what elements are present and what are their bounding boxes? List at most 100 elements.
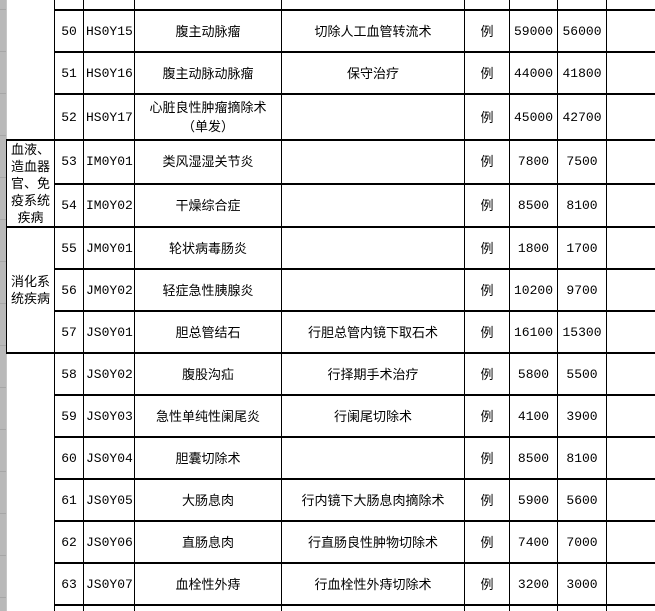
cell-price-1[interactable]: 3200 xyxy=(509,562,558,606)
cell-treatment[interactable] xyxy=(281,604,465,611)
cell-disease[interactable]: 干燥综合症 xyxy=(134,182,282,228)
cell-price-2[interactable]: 7000 xyxy=(557,520,607,564)
cell-treatment[interactable] xyxy=(281,268,465,312)
cell-treatment[interactable] xyxy=(281,139,465,185)
cell-disease[interactable]: 急性单纯性阑尾炎 xyxy=(134,394,282,438)
cell-code[interactable]: JS0Y01 xyxy=(83,310,135,354)
cell-disease[interactable]: 腹股沟疝 xyxy=(134,352,282,396)
cell-price-2[interactable]: 8100 xyxy=(557,182,607,228)
cell-extra[interactable] xyxy=(606,51,655,95)
cell-row-number[interactable]: 59 xyxy=(54,394,84,438)
cell-disease[interactable]: 血栓性外痔 xyxy=(134,562,282,606)
cell-price-2[interactable]: 8100 xyxy=(557,436,607,480)
cell-unit[interactable] xyxy=(464,0,510,11)
cell-extra[interactable] xyxy=(606,394,655,438)
cell-unit[interactable]: 例 xyxy=(464,394,510,438)
cell-unit[interactable]: 例 xyxy=(464,51,510,95)
cell-price-2[interactable]: 15300 xyxy=(557,310,607,354)
cell-unit[interactable]: 例 xyxy=(464,226,510,270)
cell-extra[interactable] xyxy=(606,9,655,53)
cell-category[interactable]: 消化系统疾病 xyxy=(6,226,55,354)
cell-unit[interactable] xyxy=(464,604,510,611)
cell-row-number[interactable]: 54 xyxy=(54,182,84,228)
cell-code[interactable]: JS0Y04 xyxy=(83,436,135,480)
cell-extra[interactable] xyxy=(606,93,655,141)
cell-category[interactable] xyxy=(6,0,55,141)
cell-category[interactable]: 血液、造血器官、免疫系统疾病 xyxy=(6,139,55,228)
cell-code[interactable]: HS0Y15 xyxy=(83,9,135,53)
cell-price-2[interactable]: 56000 xyxy=(557,9,607,53)
cell-price-2[interactable]: 3900 xyxy=(557,394,607,438)
cell-code[interactable]: JM0Y01 xyxy=(83,226,135,270)
cell-price-2[interactable] xyxy=(557,604,607,611)
cell-disease[interactable]: 类风湿湿关节炎 xyxy=(134,139,282,185)
cell-price-1[interactable]: 1800 xyxy=(509,226,558,270)
cell-code[interactable]: JS0Y07 xyxy=(83,562,135,606)
cell-disease[interactable] xyxy=(134,0,282,11)
cell-code[interactable]: HS0Y16 xyxy=(83,51,135,95)
cell-extra[interactable] xyxy=(606,226,655,270)
cell-row-number[interactable]: 52 xyxy=(54,93,84,141)
cell-extra[interactable] xyxy=(606,0,655,11)
cell-row-number[interactable]: 53 xyxy=(54,139,84,185)
cell-extra[interactable] xyxy=(606,310,655,354)
cell-disease[interactable]: 腹主动脉瘤 xyxy=(134,9,282,53)
cell-row-number[interactable]: 50 xyxy=(54,9,84,53)
cell-extra[interactable] xyxy=(606,604,655,611)
cell-extra[interactable] xyxy=(606,352,655,396)
cell-treatment[interactable]: 行胆总管内镜下取石术 xyxy=(281,310,465,354)
cell-price-2[interactable]: 9700 xyxy=(557,268,607,312)
cell-disease[interactable]: 直肠息肉 xyxy=(134,520,282,564)
cell-price-1[interactable]: 45000 xyxy=(509,93,558,141)
cell-row-number[interactable]: 62 xyxy=(54,520,84,564)
cell-unit[interactable]: 例 xyxy=(464,310,510,354)
cell-row-number[interactable]: 57 xyxy=(54,310,84,354)
cell-disease[interactable] xyxy=(134,604,282,611)
cell-extra[interactable] xyxy=(606,182,655,228)
cell-treatment[interactable]: 保守治疗 xyxy=(281,51,465,95)
cell-price-1[interactable]: 5800 xyxy=(509,352,558,396)
cell-price-1[interactable]: 8500 xyxy=(509,182,558,228)
cell-unit[interactable]: 例 xyxy=(464,352,510,396)
cell-price-2[interactable]: 7500 xyxy=(557,139,607,185)
cell-code[interactable]: JS0Y03 xyxy=(83,394,135,438)
cell-price-2[interactable]: 42700 xyxy=(557,93,607,141)
cell-price-2[interactable] xyxy=(557,0,607,11)
cell-code[interactable] xyxy=(83,604,135,611)
cell-treatment[interactable] xyxy=(281,436,465,480)
cell-unit[interactable]: 例 xyxy=(464,562,510,606)
cell-disease[interactable]: 心脏良性肿瘤摘除术（单发） xyxy=(134,93,282,141)
cell-row-number[interactable]: 55 xyxy=(54,226,84,270)
cell-code[interactable]: JS0Y06 xyxy=(83,520,135,564)
cell-disease[interactable]: 大肠息肉 xyxy=(134,478,282,522)
cell-unit[interactable]: 例 xyxy=(464,478,510,522)
cell-row-number[interactable] xyxy=(54,0,84,11)
cell-price-1[interactable]: 8500 xyxy=(509,436,558,480)
cell-extra[interactable] xyxy=(606,268,655,312)
cell-treatment[interactable]: 行内镜下大肠息肉摘除术 xyxy=(281,478,465,522)
cell-code[interactable] xyxy=(83,0,135,11)
cell-code[interactable]: HS0Y17 xyxy=(83,93,135,141)
cell-disease[interactable]: 胆囊切除术 xyxy=(134,436,282,480)
cell-price-2[interactable]: 5500 xyxy=(557,352,607,396)
cell-price-1[interactable]: 5900 xyxy=(509,478,558,522)
cell-treatment[interactable]: 切除人工血管转流术 xyxy=(281,9,465,53)
cell-price-1[interactable]: 59000 xyxy=(509,9,558,53)
cell-unit[interactable]: 例 xyxy=(464,93,510,141)
cell-row-number[interactable]: 63 xyxy=(54,562,84,606)
cell-unit[interactable]: 例 xyxy=(464,139,510,185)
cell-row-number[interactable]: 51 xyxy=(54,51,84,95)
cell-price-2[interactable]: 41800 xyxy=(557,51,607,95)
cell-price-2[interactable]: 5600 xyxy=(557,478,607,522)
cell-price-1[interactable]: 7400 xyxy=(509,520,558,564)
cell-disease[interactable]: 轻症急性胰腺炎 xyxy=(134,268,282,312)
cell-category[interactable] xyxy=(6,352,55,611)
cell-row-number[interactable] xyxy=(54,604,84,611)
cell-row-number[interactable]: 60 xyxy=(54,436,84,480)
cell-treatment[interactable] xyxy=(281,182,465,228)
cell-extra[interactable] xyxy=(606,139,655,185)
cell-code[interactable]: JS0Y02 xyxy=(83,352,135,396)
cell-disease[interactable]: 胆总管结石 xyxy=(134,310,282,354)
cell-disease[interactable]: 腹主动脉动脉瘤 xyxy=(134,51,282,95)
cell-price-1[interactable]: 4100 xyxy=(509,394,558,438)
